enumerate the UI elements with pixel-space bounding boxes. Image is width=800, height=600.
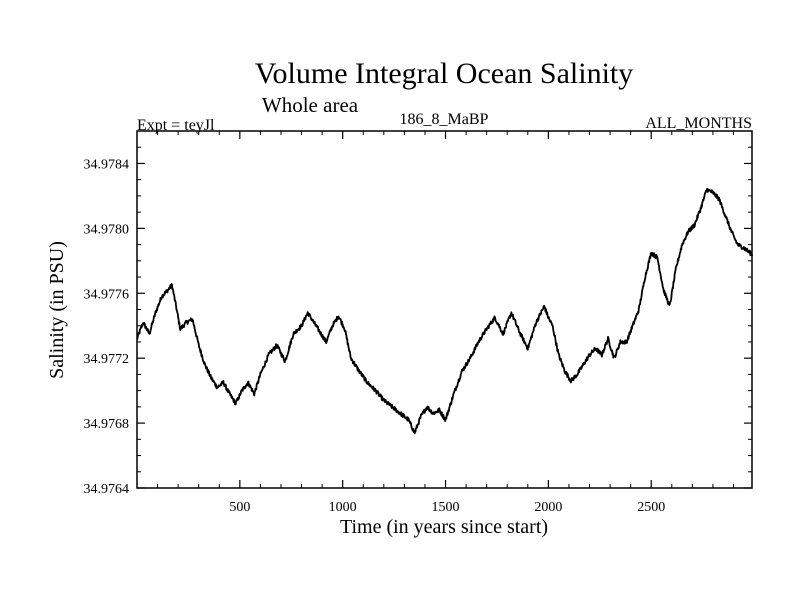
- x-axis-label: Time (in years since start): [340, 516, 548, 538]
- plot-frame: [136, 130, 753, 489]
- chart-title: Volume Integral Ocean Salinity: [255, 57, 634, 90]
- x-tick-label: 2500: [637, 500, 665, 515]
- months-label: ALL_MONTHS: [645, 115, 752, 132]
- y-tick-label: 34.9764: [84, 482, 130, 497]
- x-tick-label: 500: [229, 500, 250, 515]
- y-axis: 34.9764 34.9768 34.9772 34.9776 34.9780 34.97…: [84, 130, 752, 497]
- y-tick-label: 34.9772: [84, 352, 130, 367]
- y-tick-label: 34.9776: [84, 287, 130, 302]
- x-tick-label: 1000: [329, 500, 357, 515]
- chart-subtitle: Whole area: [262, 93, 359, 117]
- y-axis-label: Salinity (in PSU): [46, 241, 68, 379]
- y-tick-label: 34.9784: [84, 157, 130, 172]
- salinity-series-line: [136, 187, 753, 435]
- run-label: 186_8_MaBP: [400, 111, 489, 128]
- experiment-label: Expt = teyJl: [137, 117, 215, 134]
- x-tick-label: 2000: [534, 500, 562, 515]
- x-tick-label: 1500: [432, 500, 460, 515]
- y-tick-label: 34.9768: [84, 417, 130, 432]
- y-tick-label: 34.9780: [84, 222, 130, 237]
- x-axis: 500 1000 1500 2000 2500: [157, 131, 734, 515]
